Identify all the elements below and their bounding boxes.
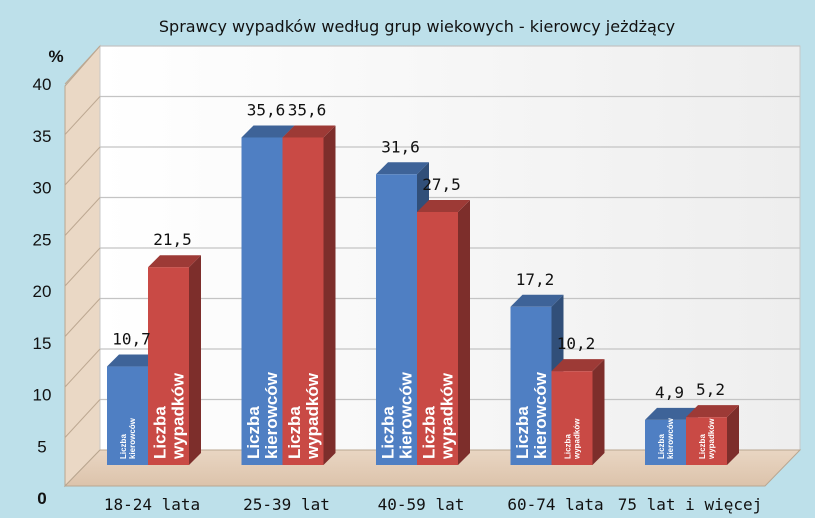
y-tick-label: 25 [33,230,52,249]
bar-front [282,137,324,466]
data-label: 35,6 [288,100,327,119]
bar-series-label: wypadków [437,372,456,460]
bar-series-label: kierowców [262,371,281,459]
bar-series-label: Liczba [657,434,666,459]
data-label: 27,5 [422,175,461,194]
bar-series-label: wypadków [707,418,716,460]
bar-series-label: wypadków [168,372,187,460]
y-tick-label: 10 [33,386,52,405]
gridline [64,348,101,388]
y-tick-label: 30 [33,179,52,198]
gridline [64,247,101,287]
x-tick-label: 18-24 lata [104,495,200,514]
bar-series-label: kierowców [128,417,137,459]
gridline [64,146,101,186]
bar-front [686,417,727,465]
bar-side [458,200,470,465]
data-label: 17,2 [516,270,555,289]
bar-series-label: Liczba [150,406,169,459]
bar-side [323,125,336,465]
gridline [64,298,101,337]
y-axis-unit: % [48,47,63,66]
bars: Liczba kierowców Liczba wypadków Liczba kiero… [107,125,739,466]
bar-series-label: Liczba [698,434,707,459]
y-tick-label: 0 [37,489,46,508]
bar-front [510,306,552,465]
bar-front [376,174,417,465]
x-axis: 18-24 lata 25-39 lat 40-59 lat 60-74 lata 75… [104,495,762,514]
bar-front [551,371,593,465]
y-tick-label: 5 [37,437,46,456]
y-tick-label: 15 [33,334,52,353]
y-tick-label: 20 [33,282,52,301]
bar: Liczba wypadków [148,255,201,465]
bar-series-label: Liczba [244,406,263,459]
bar-series-label: Liczba [419,406,438,459]
gridline [64,96,101,135]
bar-series-label: Liczba [285,406,304,459]
bar-side [592,359,605,465]
bar-series-label: Liczba [119,434,128,459]
chart-title: Sprawcy wypadków według grup wiekowych -… [159,17,675,36]
bar-series-label: Liczba [378,406,397,459]
bar-series-label: kierowców [396,371,415,459]
bar: Liczba kierowców [510,294,564,465]
bar-series-label: wypadków [572,418,581,460]
data-label: 35,6 [247,100,286,119]
data-label: 4,9 [655,383,684,402]
gridline [64,399,101,438]
bar-top [645,407,698,420]
bar-side [727,405,739,465]
bar: Liczba kierowców [241,125,295,466]
bar-side [189,255,201,465]
data-label: 5,2 [696,380,725,399]
bar-top [551,359,605,372]
bar-series-label: Liczba [563,434,572,459]
data-label: 31,6 [381,137,420,156]
bar-series-label: kierowców [666,417,675,459]
y-tick-label: 35 [33,127,52,146]
data-label: 21,5 [153,230,192,249]
gridline [64,197,101,236]
x-tick-label: 25-39 lat [243,495,330,514]
bar-series-label: Liczba [513,406,532,459]
x-tick-label: 40-59 lat [378,495,465,514]
bar: Liczba wypadków [282,125,336,466]
bar: Liczba wypadków [551,359,605,465]
bar-top [241,125,295,138]
bar-series-label: wypadków [303,372,322,460]
bar-top [107,354,160,367]
bar-front [645,419,686,465]
bar: Liczba wypadków [686,405,739,465]
bar-front [417,212,458,465]
x-tick-label: 60-74 lata [507,495,603,514]
bar-front [148,267,189,465]
bar-top [510,294,564,307]
bar: Liczba wypadków [417,200,470,465]
bar-top [376,162,429,175]
data-label: 10,2 [557,334,596,353]
bar-top [686,405,739,418]
bar-series-label: kierowców [531,371,550,459]
bar-top [148,255,201,268]
bar-front [107,366,148,465]
bar-top [282,125,336,138]
y-axis: 0 5 10 15 20 25 30 35 40 [33,75,52,508]
data-label: 10,7 [112,330,151,349]
value-labels: 10,7 21,5 35,6 35,6 31,627,5 17,2 10,2 4,9 5,2 [112,100,725,401]
x-tick-label: 75 lat i więcej [618,495,763,514]
bar-top [417,200,470,212]
y-tick-label: 40 [33,75,52,94]
left-wall [64,44,101,488]
gridline [64,45,101,85]
bar-front [241,137,283,466]
